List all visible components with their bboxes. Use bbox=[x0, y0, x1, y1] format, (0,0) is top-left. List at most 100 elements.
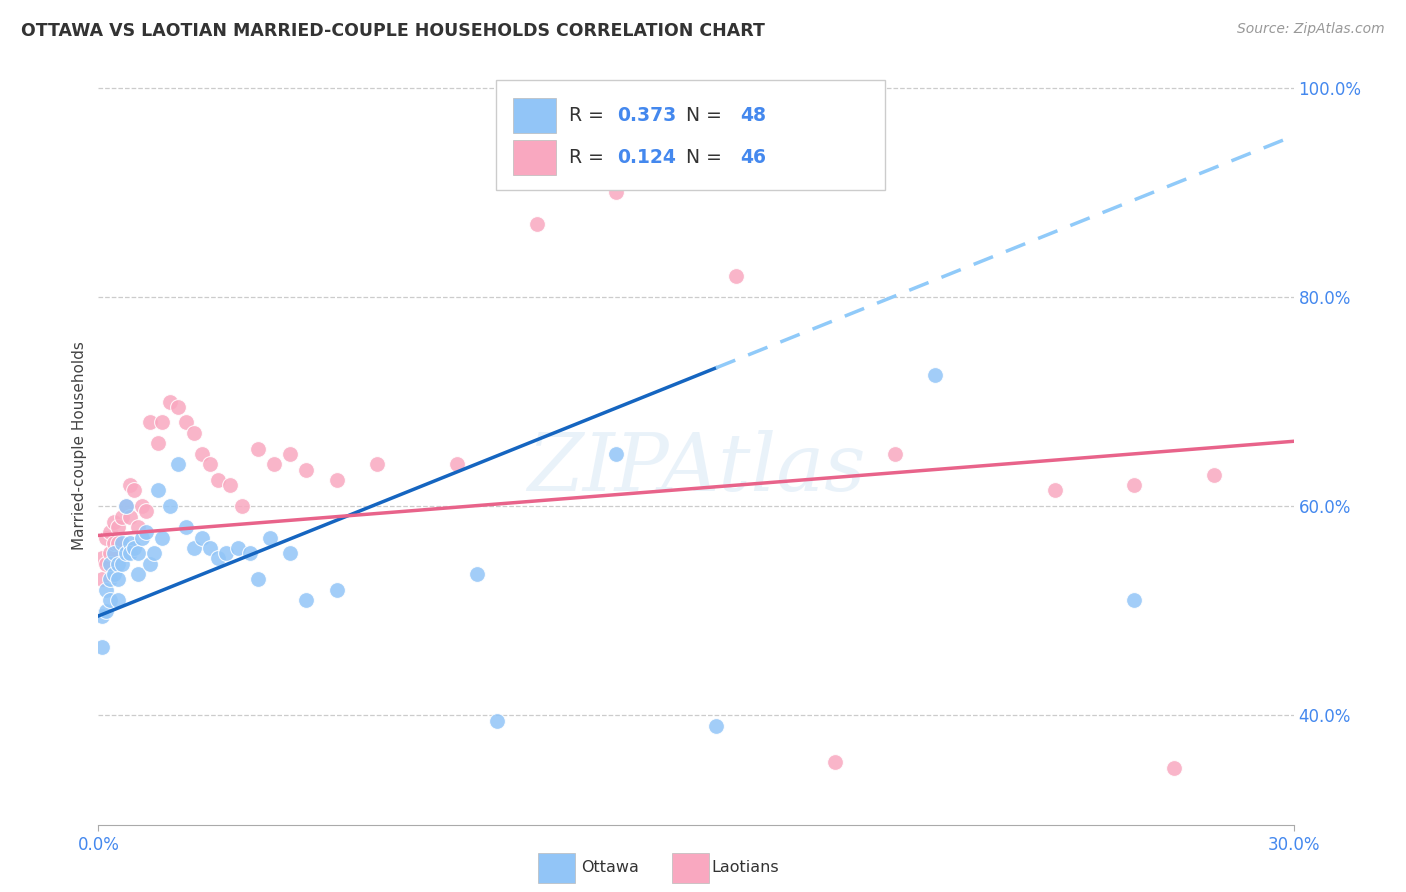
Point bbox=[207, 551, 229, 566]
Text: R =: R = bbox=[569, 106, 610, 125]
Point bbox=[526, 217, 548, 231]
Point bbox=[91, 640, 114, 655]
Y-axis label: Married-couple Households: Married-couple Households bbox=[72, 342, 87, 550]
Point bbox=[366, 458, 388, 472]
Text: 48: 48 bbox=[740, 106, 766, 125]
Point bbox=[124, 541, 146, 555]
Point bbox=[120, 546, 142, 560]
Point bbox=[159, 499, 181, 513]
Point bbox=[103, 515, 125, 529]
Point bbox=[724, 268, 747, 283]
Point bbox=[167, 458, 190, 472]
Point bbox=[150, 531, 173, 545]
Point bbox=[824, 756, 846, 770]
Text: R =: R = bbox=[569, 148, 610, 168]
Point bbox=[148, 436, 170, 450]
Text: Ottawa: Ottawa bbox=[581, 861, 638, 875]
Point bbox=[107, 557, 129, 571]
Point bbox=[294, 593, 316, 607]
Point bbox=[174, 520, 197, 534]
Point bbox=[183, 541, 205, 555]
Text: OTTAWA VS LAOTIAN MARRIED-COUPLE HOUSEHOLDS CORRELATION CHART: OTTAWA VS LAOTIAN MARRIED-COUPLE HOUSEHO… bbox=[21, 22, 765, 40]
Point bbox=[219, 478, 242, 492]
Point bbox=[148, 483, 170, 498]
Point bbox=[246, 572, 269, 586]
Point bbox=[131, 499, 153, 513]
Point bbox=[111, 509, 134, 524]
Point bbox=[150, 416, 173, 430]
Text: N =: N = bbox=[686, 106, 728, 125]
FancyBboxPatch shape bbox=[513, 98, 557, 133]
Point bbox=[98, 525, 122, 540]
Point bbox=[96, 557, 118, 571]
Text: Laotians: Laotians bbox=[711, 861, 779, 875]
Point bbox=[485, 714, 508, 728]
FancyBboxPatch shape bbox=[496, 79, 884, 190]
Point bbox=[127, 520, 149, 534]
Point bbox=[1123, 478, 1146, 492]
Point bbox=[263, 458, 285, 472]
Point bbox=[239, 546, 262, 560]
Point bbox=[111, 557, 134, 571]
Point bbox=[191, 531, 214, 545]
Point bbox=[115, 499, 138, 513]
Text: Source: ZipAtlas.com: Source: ZipAtlas.com bbox=[1237, 22, 1385, 37]
Point bbox=[167, 400, 190, 414]
Point bbox=[1163, 761, 1185, 775]
Text: N =: N = bbox=[686, 148, 728, 168]
Text: 46: 46 bbox=[740, 148, 766, 168]
Point bbox=[924, 368, 946, 383]
Point bbox=[215, 546, 238, 560]
Point bbox=[231, 499, 253, 513]
Point bbox=[246, 442, 269, 456]
Point bbox=[115, 499, 138, 513]
Point bbox=[91, 572, 114, 586]
Point bbox=[135, 504, 157, 518]
Point bbox=[191, 447, 214, 461]
Point bbox=[1123, 593, 1146, 607]
Point bbox=[1043, 483, 1066, 498]
Point bbox=[1202, 467, 1225, 482]
Point bbox=[103, 535, 125, 549]
Point bbox=[605, 447, 627, 461]
Point bbox=[139, 416, 162, 430]
Point bbox=[465, 567, 488, 582]
Point bbox=[884, 447, 907, 461]
Point bbox=[294, 462, 316, 476]
Point bbox=[120, 535, 142, 549]
Text: 0.124: 0.124 bbox=[617, 148, 676, 168]
Point bbox=[103, 546, 125, 560]
Point bbox=[174, 416, 197, 430]
Point bbox=[198, 458, 221, 472]
Point bbox=[446, 458, 468, 472]
Point bbox=[704, 719, 727, 733]
Point bbox=[259, 531, 281, 545]
Point bbox=[120, 509, 142, 524]
Point bbox=[131, 531, 153, 545]
Point bbox=[91, 551, 114, 566]
Point bbox=[127, 567, 149, 582]
Point bbox=[98, 546, 122, 560]
Point bbox=[127, 546, 149, 560]
Point bbox=[98, 572, 122, 586]
Point bbox=[91, 609, 114, 624]
Point bbox=[326, 582, 349, 597]
Point bbox=[143, 546, 166, 560]
Point bbox=[135, 525, 157, 540]
Point bbox=[107, 593, 129, 607]
Point bbox=[103, 567, 125, 582]
Point bbox=[278, 546, 301, 560]
Point bbox=[159, 394, 181, 409]
Point bbox=[326, 473, 349, 487]
Text: 0.373: 0.373 bbox=[617, 106, 676, 125]
Point bbox=[120, 478, 142, 492]
Point bbox=[96, 582, 118, 597]
Point bbox=[198, 541, 221, 555]
Point bbox=[96, 531, 118, 545]
Point bbox=[96, 604, 118, 618]
Point bbox=[107, 572, 129, 586]
Point bbox=[124, 483, 146, 498]
Text: ZIPAtlas: ZIPAtlas bbox=[527, 430, 865, 508]
Point bbox=[107, 520, 129, 534]
Point bbox=[605, 186, 627, 200]
